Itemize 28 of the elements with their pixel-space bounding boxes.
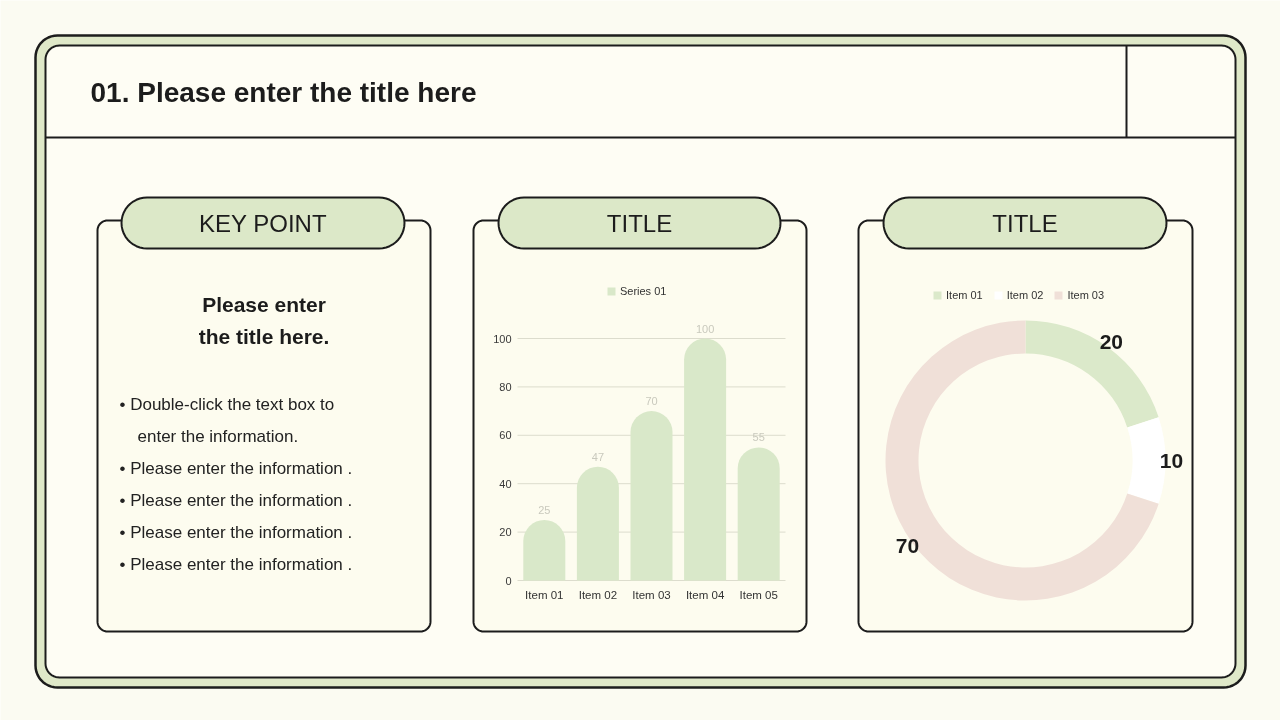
legend-label: Series 01 <box>619 285 667 297</box>
legend-label: Item 01 <box>946 289 983 301</box>
text: • Please enter the information . <box>119 523 353 542</box>
x-tick-label: Item 04 <box>685 588 725 601</box>
legend-label: Item 02 <box>1006 289 1044 301</box>
x-tick-label: Item 03 <box>632 588 671 601</box>
chart-title: TITLE <box>606 210 673 237</box>
data-label: 10 <box>1159 448 1184 472</box>
text: • Please enter the information . <box>119 491 353 510</box>
y-tick-label: 100 <box>493 332 512 345</box>
legend-label: Item 03 <box>1067 289 1105 301</box>
text: Please enter the title here. <box>198 293 330 348</box>
text: • Double-click the text box to enter the information. <box>119 395 335 446</box>
text: • Please enter the information . <box>119 459 353 478</box>
y-tick-label: 60 <box>499 429 512 442</box>
y-tick-label: 0 <box>505 574 512 587</box>
text: KEY POINT <box>198 210 327 237</box>
chart-title: TITLE <box>992 210 1058 237</box>
x-tick-label: Item 01 <box>525 588 564 601</box>
y-tick-label: 80 <box>499 380 512 393</box>
y-tick-label: 40 <box>499 477 512 490</box>
y-tick-label: 20 <box>499 526 512 539</box>
data-label: 20 <box>1099 330 1123 354</box>
text: 01. Please enter the title here <box>90 77 477 108</box>
x-tick-label: Item 05 <box>739 588 778 601</box>
x-tick-label: Item 02 <box>578 588 618 601</box>
data-label: 70 <box>895 534 920 558</box>
text: • Please enter the information . <box>119 555 353 574</box>
